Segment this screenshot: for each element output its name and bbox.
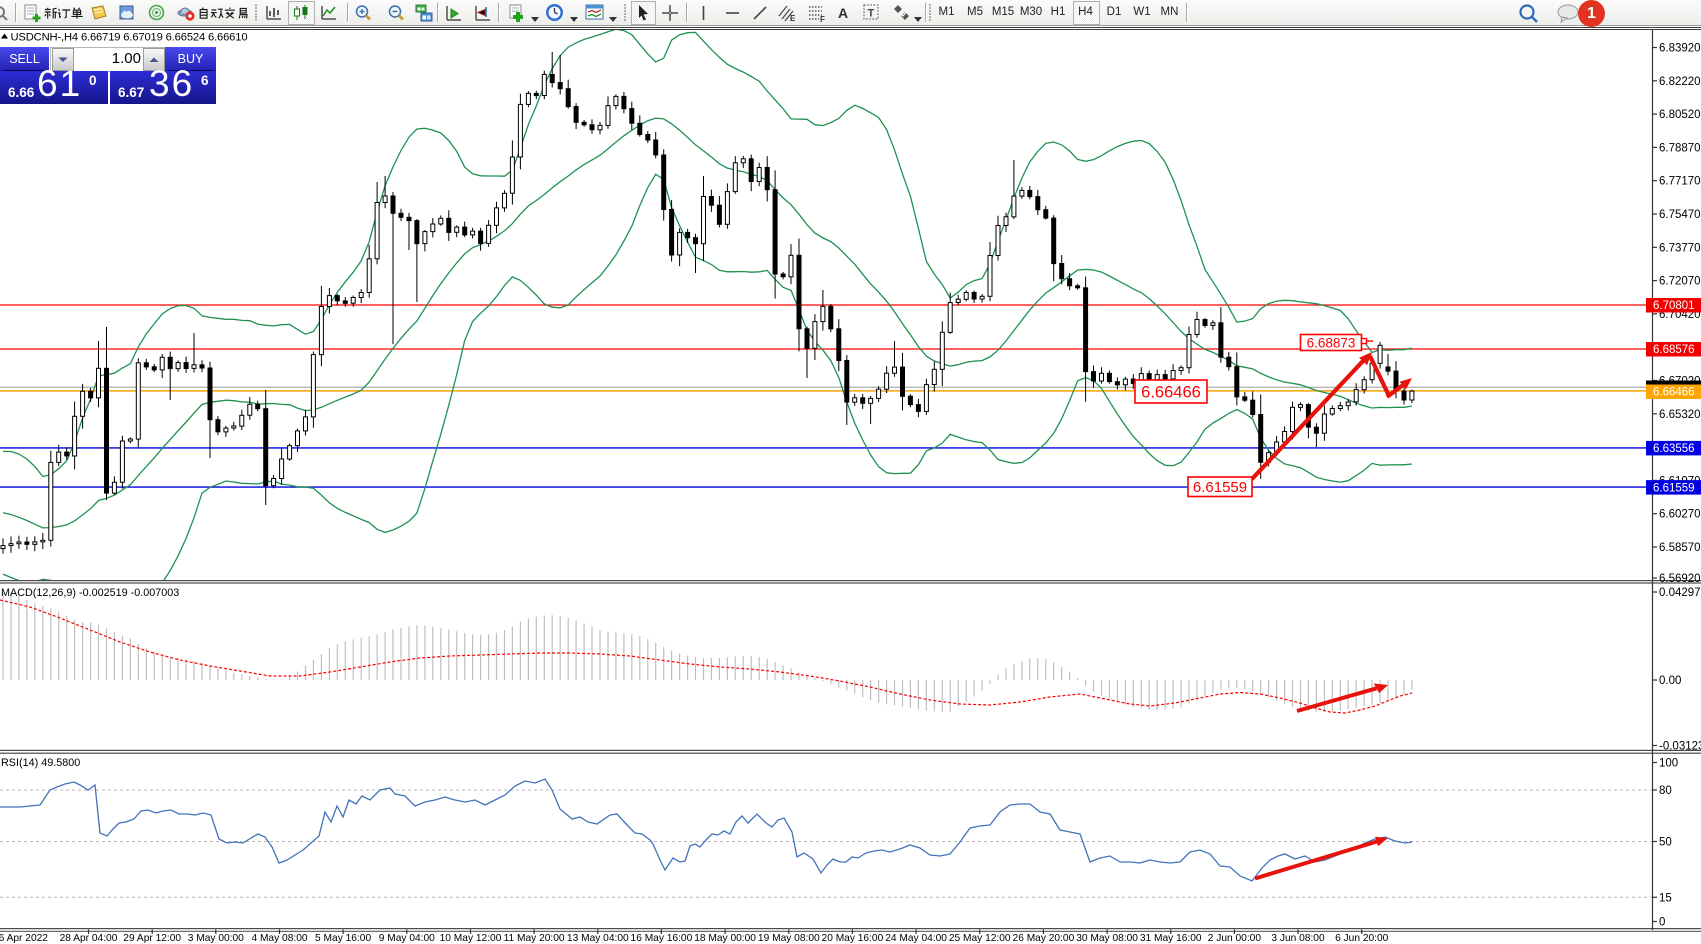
svg-text:6.82220: 6.82220: [1659, 76, 1701, 88]
svg-text:6.60270: 6.60270: [1659, 509, 1701, 521]
svg-text:6.68873: 6.68873: [1307, 335, 1356, 350]
svg-text:5 May 16:00: 5 May 16:00: [315, 933, 371, 944]
svg-text:6.68576: 6.68576: [1653, 344, 1695, 356]
svg-text:6.75470: 6.75470: [1659, 209, 1701, 221]
svg-text:16 May 16:00: 16 May 16:00: [631, 933, 693, 944]
svg-text:13 May 04:00: 13 May 04:00: [567, 933, 629, 944]
svg-text:20 May 16:00: 20 May 16:00: [822, 933, 884, 944]
svg-text:80: 80: [1659, 785, 1672, 797]
svg-text:6.72070: 6.72070: [1659, 276, 1701, 288]
svg-text:19 May 08:00: 19 May 08:00: [758, 933, 820, 944]
svg-text:6.80520: 6.80520: [1659, 109, 1701, 121]
svg-text:6.61559: 6.61559: [1193, 479, 1247, 496]
svg-text:-0.031237: -0.031237: [1659, 741, 1701, 753]
svg-text:6 Jun 20:00: 6 Jun 20:00: [1335, 933, 1389, 944]
svg-text:6.70801: 6.70801: [1653, 300, 1695, 312]
svg-text:6.61559: 6.61559: [1653, 482, 1695, 494]
svg-text:18 May 00:00: 18 May 00:00: [694, 933, 756, 944]
svg-text:28 Apr 04:00: 28 Apr 04:00: [60, 933, 118, 944]
svg-text:0: 0: [1659, 917, 1665, 929]
svg-text:9 May 04:00: 9 May 04:00: [379, 933, 435, 944]
svg-text:MACD(12,26,9) -0.002519 -0.007: MACD(12,26,9) -0.002519 -0.007003: [1, 587, 179, 599]
svg-text:6.66466: 6.66466: [1141, 383, 1201, 401]
svg-text:10 May 12:00: 10 May 12:00: [440, 933, 502, 944]
svg-text:100: 100: [1659, 758, 1678, 770]
svg-text:30 May 08:00: 30 May 08:00: [1076, 933, 1138, 944]
svg-text:6.78870: 6.78870: [1659, 142, 1701, 154]
svg-text:RSI(14) 49.5800: RSI(14) 49.5800: [1, 757, 80, 769]
svg-text:24 May 04:00: 24 May 04:00: [885, 933, 947, 944]
svg-text:6.63556: 6.63556: [1653, 443, 1695, 455]
svg-text:6.56920: 6.56920: [1659, 573, 1701, 585]
svg-text:26 May 20:00: 26 May 20:00: [1013, 933, 1075, 944]
svg-text:6.66466: 6.66466: [1653, 387, 1695, 399]
svg-text:0.042979: 0.042979: [1659, 587, 1701, 599]
svg-text:3 May 00:00: 3 May 00:00: [188, 933, 244, 944]
svg-text:2 Jun 00:00: 2 Jun 00:00: [1208, 933, 1262, 944]
svg-text:F: F: [820, 15, 825, 23]
svg-text:4 May 08:00: 4 May 08:00: [251, 933, 307, 944]
svg-text:6.58570: 6.58570: [1659, 542, 1701, 554]
svg-text:T: T: [868, 8, 875, 20]
svg-text:25 May 12:00: 25 May 12:00: [949, 933, 1011, 944]
svg-text:50: 50: [1659, 837, 1672, 849]
svg-text:29 Apr 12:00: 29 Apr 12:00: [123, 933, 181, 944]
svg-text:6.73770: 6.73770: [1659, 242, 1701, 254]
svg-text:26 Apr 2022: 26 Apr 2022: [0, 933, 48, 944]
svg-text:6.83920: 6.83920: [1659, 43, 1701, 55]
svg-text:0.00: 0.00: [1659, 675, 1681, 687]
svg-text:6.65320: 6.65320: [1659, 409, 1701, 421]
svg-text:31 May 16:00: 31 May 16:00: [1140, 933, 1202, 944]
svg-text:E: E: [790, 14, 796, 23]
svg-text:6.77170: 6.77170: [1659, 176, 1701, 188]
svg-text:3 Jun 08:00: 3 Jun 08:00: [1271, 933, 1325, 944]
svg-text:11 May 20:00: 11 May 20:00: [504, 933, 565, 944]
svg-text:USDCNH-,H4 6.66719 6.67019 6.: USDCNH-,H4 6.66719 6.67019 6.66524 6.666…: [11, 32, 248, 44]
svg-text:15: 15: [1659, 892, 1672, 904]
